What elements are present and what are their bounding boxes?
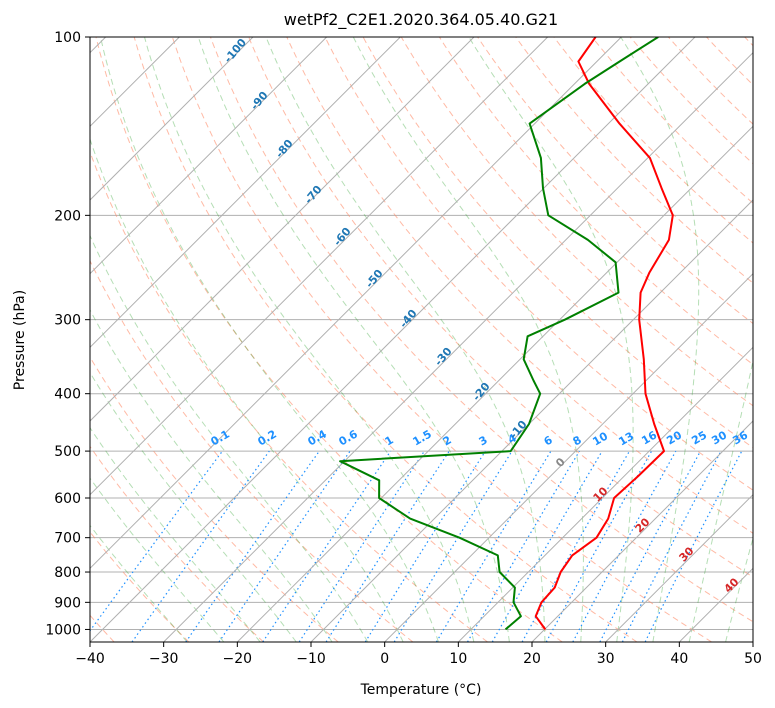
y-tick-label: 600: [54, 491, 81, 507]
moist-adiabat-line: [688, 358, 753, 642]
dry-adiabat-line: [133, 37, 638, 642]
mixing-ratio-line: [325, 450, 450, 642]
y-tick-label: 900: [54, 595, 81, 611]
isotherm-line: [531, 420, 753, 642]
sounding-profiles: [339, 37, 674, 631]
dry-adiabat-line: [400, 37, 753, 407]
moist-adiabat-line: [90, 308, 333, 642]
plot-frame: [89, 36, 754, 643]
moist-adiabat-line: [90, 137, 404, 642]
x-axis-label: Temperature (°C): [360, 682, 482, 698]
isotherm-line: [236, 125, 753, 642]
x-tick-label: 50: [744, 651, 762, 667]
isotherms: [90, 37, 753, 642]
temperature-profile-line: [534, 37, 674, 630]
mixing-ratio-line: [599, 450, 702, 642]
y-tick-label: 800: [54, 565, 81, 581]
y-tick-label: 200: [54, 208, 81, 224]
dry-adiabat-line: [629, 37, 753, 165]
dry-adiabat-line: [210, 37, 753, 623]
moist-adiabat-line: [90, 524, 188, 642]
moist-adiabat-line: [100, 37, 439, 642]
isotherm-line: [163, 51, 753, 642]
x-axis-ticks: −40 −30 −20 −10 0 10 20 30 40 50: [75, 642, 762, 667]
x-tick-label: 20: [523, 651, 541, 667]
pressure-gridlines: [90, 37, 753, 630]
y-tick-label: 700: [54, 531, 81, 547]
moist-adiabat-line: [90, 426, 261, 642]
y-tick-label: 300: [54, 313, 81, 329]
isotherm-line: [90, 37, 696, 642]
moist-adiabats: [90, 37, 753, 642]
isotherm-line: [90, 37, 328, 275]
dry-adiabat-line: [90, 445, 264, 642]
y-axis-ticks: 100 200 300 400 500 600 700 800 900 1000: [45, 30, 90, 638]
dry-adiabat-line: [477, 37, 753, 325]
mixing-ratio-line: [466, 450, 580, 642]
y-tick-label: 1000: [45, 622, 81, 638]
moist-adiabat-line: [90, 371, 297, 642]
isotherm-line: [90, 37, 401, 349]
mixing-ratio-line: [298, 450, 425, 642]
plot-area: 0.1 0.2 0.4 0.6 1 1.5 2 3 4 6 8 10 13 16 20 25 30 36-100-…: [90, 37, 753, 642]
mixing-ratio-line: [364, 450, 486, 642]
moist-adiabat-line: [90, 477, 225, 642]
x-tick-label: 40: [670, 651, 688, 667]
mixing-ratio-line: [572, 450, 677, 642]
chart-title: wetPf2_C2E1.2020.364.05.40.G21: [284, 10, 558, 30]
moist-adiabat-line: [197, 37, 510, 642]
mixing-ratio-line: [435, 450, 552, 642]
isotherm-line: [90, 37, 622, 570]
isotherm-line: [90, 37, 549, 496]
dry-adiabats: [90, 37, 753, 642]
dewpoint-profile-line: [339, 37, 659, 631]
dry-adiabat-line: [90, 259, 414, 642]
y-tick-label: 400: [54, 387, 81, 403]
dry-adiabat-line: [515, 37, 753, 284]
isotherm-line: [90, 37, 475, 422]
y-axis-label: Pressure (hPa): [12, 290, 28, 390]
x-tick-label: −40: [75, 651, 105, 667]
x-tick-label: −10: [296, 651, 326, 667]
dry-adiabat-line: [591, 37, 753, 204]
isotherm-line: [457, 346, 753, 642]
mixing-ratio-line: [218, 450, 351, 642]
dry-adiabat-line: [324, 37, 753, 491]
moist-adiabat-line: [620, 37, 700, 642]
dry-adiabat-line: [248, 37, 753, 578]
x-tick-label: 0: [380, 651, 389, 667]
isotherm-line: [310, 199, 753, 642]
y-tick-label: 500: [54, 444, 81, 460]
mixing-ratio-line: [185, 450, 320, 642]
mixing-ratio-line: [262, 450, 392, 642]
isotherm-line: [605, 493, 753, 642]
isotherm-line: [90, 37, 254, 201]
moist-adiabat-line: [144, 37, 475, 642]
isotherm-line: [384, 272, 753, 642]
x-tick-label: 30: [597, 651, 615, 667]
dry-adiabat-line: [95, 37, 563, 642]
x-tick-label: 10: [449, 651, 467, 667]
x-tick-label: −20: [223, 651, 253, 667]
dry-adiabat-line: [171, 37, 712, 642]
mixing-ratio-lines: [90, 450, 743, 642]
x-tick-label: −30: [149, 651, 179, 667]
y-tick-label: 100: [54, 30, 81, 46]
moist-adiabat-line: [352, 37, 584, 642]
moist-adiabat-line: [90, 234, 369, 642]
moist-adiabat-line: [725, 536, 753, 642]
